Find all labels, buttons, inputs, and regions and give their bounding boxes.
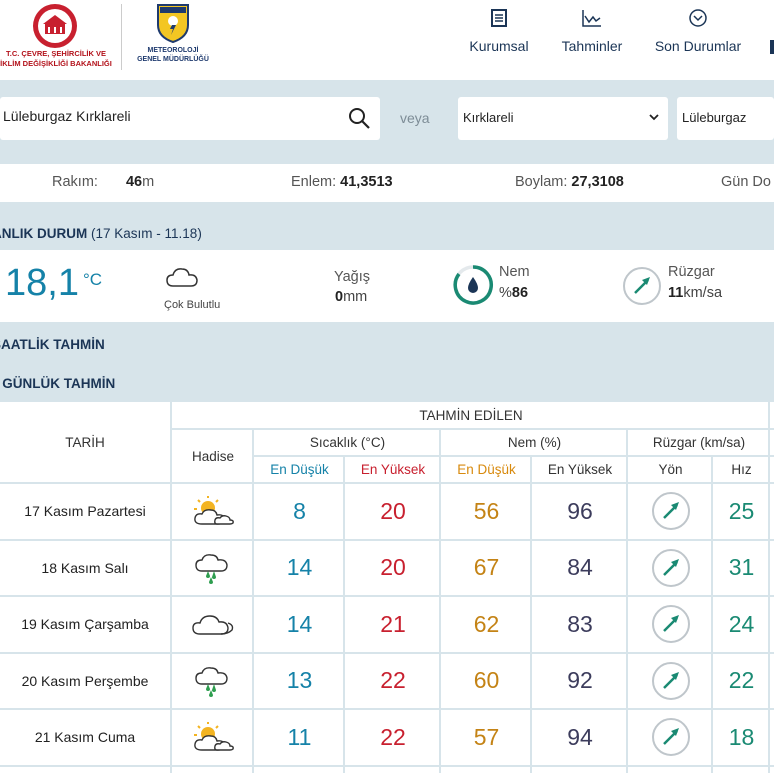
latitude: Enlem: 41,3513: [291, 174, 393, 190]
hum-low-header: En Düşük: [443, 457, 530, 482]
wind-speed-header: Hız: [715, 457, 768, 482]
nav-overflow-item[interactable]: [770, 40, 774, 54]
district-select[interactable]: Lüleburgaz: [677, 97, 774, 140]
wind-direction-icon: [630, 597, 711, 652]
hum-high-header: En Yüksek: [534, 457, 626, 482]
temp-min: 8: [256, 484, 343, 539]
temp-max: 22: [347, 653, 439, 708]
wind-direction-icon: [630, 540, 711, 595]
header-divider: [121, 4, 122, 70]
temp-max: 20: [347, 484, 439, 539]
current-title: ANLIK DURUM (17 Kasım - 11.18): [0, 226, 202, 241]
forecast-table: TAHMİN EDİLEN TARİH Hadise Sıcaklık (°C)…: [0, 402, 774, 773]
province-select[interactable]: Kırklareli: [458, 97, 668, 140]
temp-min: 14: [256, 540, 343, 595]
search-input[interactable]: [3, 108, 323, 124]
nav-kurumsal[interactable]: Kurumsal: [467, 8, 531, 63]
rain-cloud-icon: [174, 540, 252, 595]
nav-tahminler[interactable]: Tahminler: [557, 8, 627, 63]
humidity-max: 92: [534, 653, 626, 708]
chart-icon: [582, 10, 601, 27]
site-header: T.C. ÇEVRE, ŞEHİRCİLİK VE İKLİM DEĞİŞİKL…: [0, 0, 774, 80]
wind-speed: 31: [715, 540, 768, 595]
longitude: Boylam: 27,3108: [515, 174, 624, 190]
ministry-name: T.C. ÇEVRE, ŞEHİRCİLİK VE İKLİM DEĞİŞİKL…: [0, 49, 112, 68]
wind-dir-header: Yön: [630, 457, 711, 482]
humidity-min: 57: [443, 710, 530, 765]
partly-cloudy-sun-icon: [174, 710, 252, 765]
forecast-date: 17 Kasım Pazartesi: [0, 484, 170, 539]
wind-speed: 24: [715, 597, 768, 652]
district-value: Lüleburgaz: [682, 110, 747, 125]
wind-direction-icon: [623, 267, 661, 305]
humidity-max: 84: [534, 540, 626, 595]
altitude: Rakım: 46m: [52, 174, 155, 190]
temp-low-header: En Düşük: [256, 457, 343, 482]
humidity-value: %86: [499, 285, 529, 301]
temp-min: 11: [256, 710, 343, 765]
event-header: Hadise: [174, 430, 252, 482]
humidity-header: Nem (%): [443, 430, 626, 455]
temp-min: 14: [256, 597, 343, 652]
humidity-max: 94: [534, 710, 626, 765]
wind-direction-icon: [630, 710, 711, 765]
mgm-name: METEOROLOJİ GENEL MÜDÜRLÜĞÜ: [137, 47, 209, 63]
date-header: TARİH: [0, 402, 170, 482]
cloud-icon: [174, 597, 252, 652]
wind-label: Rüzgar: [668, 264, 715, 280]
temp-max: 21: [347, 597, 439, 652]
province-value: Kırklareli: [463, 110, 514, 125]
wind-speed: 18: [715, 710, 768, 765]
forecast-date: 19 Kasım Çarşamba: [0, 597, 170, 652]
humidity-min: 56: [443, 484, 530, 539]
humidity-max: 83: [534, 597, 626, 652]
cloud-icon: [166, 268, 198, 287]
temp-max: 20: [347, 540, 439, 595]
nav-label: Tahminler: [561, 38, 623, 54]
wind-direction-icon: [630, 484, 711, 539]
nav-label: Kurumsal: [469, 38, 529, 54]
hourly-forecast-toggle[interactable]: SAATLİK TAHMİN: [0, 337, 105, 352]
current-conditions: 18,1 °C Çok Bulutlu Yağış 0mm Nem %86 Rü…: [0, 250, 774, 322]
forecast-date: 18 Kasım Salı: [0, 540, 170, 595]
humidity-min: 62: [443, 597, 530, 652]
temp-min: 13: [256, 653, 343, 708]
partly-cloudy-sun-icon: [174, 484, 252, 539]
or-label: veya: [400, 110, 430, 126]
search-icon[interactable]: [347, 106, 371, 130]
chevron-down-icon: [649, 114, 659, 121]
ministry-logo[interactable]: [30, 2, 80, 50]
temperature-unit: °C: [83, 270, 103, 289]
chevron-circle-icon: [689, 9, 707, 27]
mgm-logo[interactable]: [156, 3, 190, 43]
humidity-label: Nem: [499, 264, 530, 280]
rain-label: Yağış: [334, 269, 371, 285]
daily-forecast-title: 5 GÜNLÜK TAHMİN: [0, 376, 116, 391]
sunrise-label: Gün Do: [721, 174, 771, 190]
rain-cloud-icon: [174, 653, 252, 708]
condition-label: Çok Bulutlu: [164, 299, 221, 311]
humidity-min: 60: [443, 653, 530, 708]
wind-value: 11km/sa: [668, 285, 723, 301]
wind-header: Rüzgar (km/sa): [630, 430, 768, 455]
wind-direction-icon: [630, 653, 711, 708]
location-info: Rakım: 46m Enlem: 41,3513 Boylam: 27,310…: [0, 164, 774, 202]
document-icon: [491, 9, 507, 27]
rain-value: 0mm: [335, 289, 368, 305]
humidity-max: 96: [534, 484, 626, 539]
humidity-gauge-icon: [453, 265, 493, 305]
humidity-min: 67: [443, 540, 530, 595]
predicted-header: TAHMİN EDİLEN: [174, 402, 768, 428]
forecast-date: 21 Kasım Cuma: [0, 710, 170, 765]
wind-speed: 25: [715, 484, 768, 539]
temperature-header: Sıcaklık (°C): [256, 430, 439, 455]
wind-speed: 22: [715, 653, 768, 708]
nav-son-durumlar[interactable]: Son Durumlar: [651, 8, 745, 63]
nav-label: Son Durumlar: [654, 38, 742, 54]
temp-max: 22: [347, 710, 439, 765]
current-temperature: 18,1: [5, 262, 79, 304]
temp-high-header: En Yüksek: [347, 457, 439, 482]
location-search[interactable]: [0, 97, 380, 140]
forecast-date: 20 Kasım Perşembe: [0, 653, 170, 708]
